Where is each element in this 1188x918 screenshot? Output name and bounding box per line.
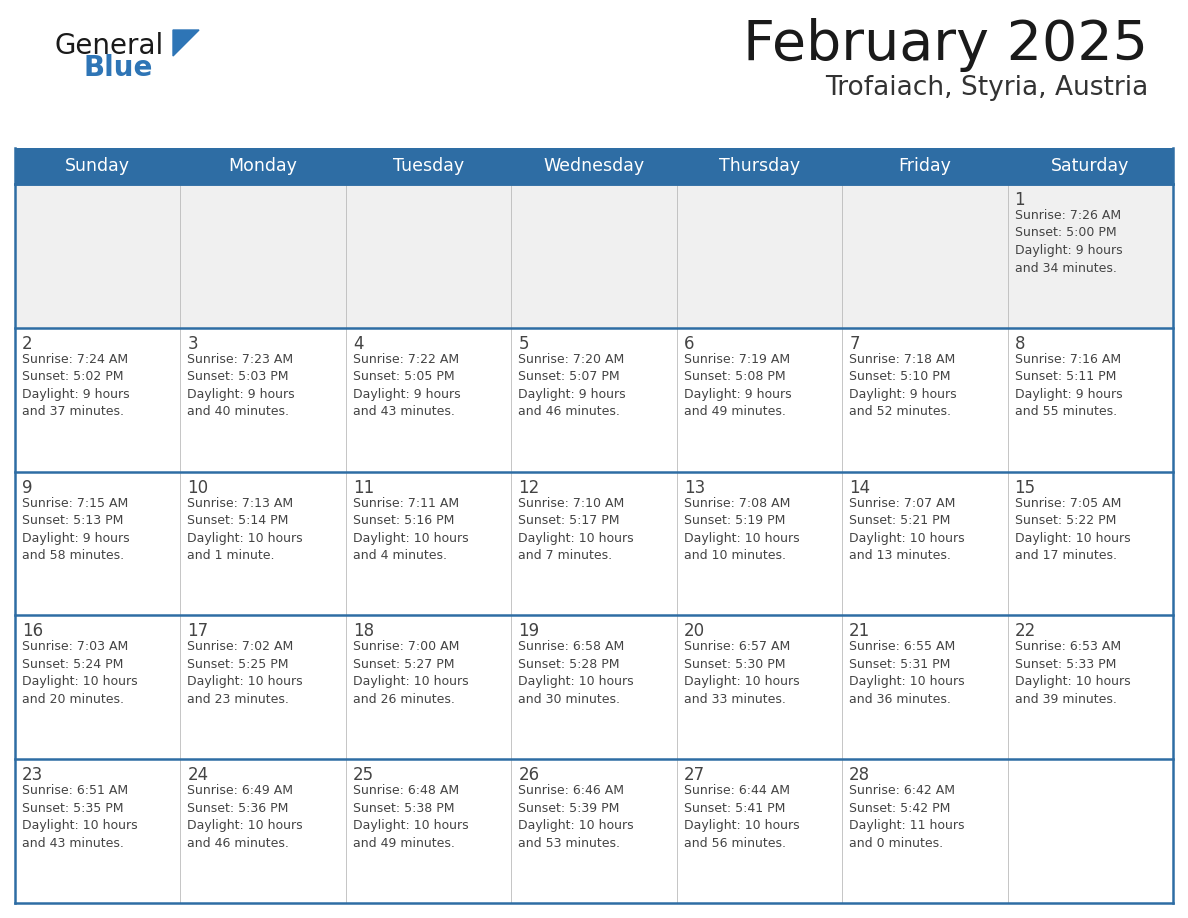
- Text: Sunrise: 6:58 AM
Sunset: 5:28 PM
Daylight: 10 hours
and 30 minutes.: Sunrise: 6:58 AM Sunset: 5:28 PM Dayligh…: [518, 641, 634, 706]
- Text: 24: 24: [188, 767, 209, 784]
- Text: 9: 9: [23, 478, 32, 497]
- Text: 25: 25: [353, 767, 374, 784]
- Text: 2: 2: [23, 335, 32, 353]
- Bar: [15, 184, 1173, 328]
- Text: Sunrise: 6:51 AM
Sunset: 5:35 PM
Daylight: 10 hours
and 43 minutes.: Sunrise: 6:51 AM Sunset: 5:35 PM Dayligh…: [23, 784, 138, 850]
- Text: 21: 21: [849, 622, 871, 641]
- Text: Sunrise: 7:15 AM
Sunset: 5:13 PM
Daylight: 9 hours
and 58 minutes.: Sunrise: 7:15 AM Sunset: 5:13 PM Dayligh…: [23, 497, 129, 562]
- Text: Sunrise: 7:20 AM
Sunset: 5:07 PM
Daylight: 9 hours
and 46 minutes.: Sunrise: 7:20 AM Sunset: 5:07 PM Dayligh…: [518, 353, 626, 419]
- Text: 15: 15: [1015, 478, 1036, 497]
- Text: Sunrise: 7:26 AM
Sunset: 5:00 PM
Daylight: 9 hours
and 34 minutes.: Sunrise: 7:26 AM Sunset: 5:00 PM Dayligh…: [1015, 209, 1123, 274]
- Text: Sunrise: 7:08 AM
Sunset: 5:19 PM
Daylight: 10 hours
and 10 minutes.: Sunrise: 7:08 AM Sunset: 5:19 PM Dayligh…: [684, 497, 800, 562]
- Text: 16: 16: [23, 622, 43, 641]
- Text: Sunrise: 6:49 AM
Sunset: 5:36 PM
Daylight: 10 hours
and 46 minutes.: Sunrise: 6:49 AM Sunset: 5:36 PM Dayligh…: [188, 784, 303, 850]
- Text: 22: 22: [1015, 622, 1036, 641]
- Text: Sunrise: 7:11 AM
Sunset: 5:16 PM
Daylight: 10 hours
and 4 minutes.: Sunrise: 7:11 AM Sunset: 5:16 PM Dayligh…: [353, 497, 468, 562]
- Text: Sunrise: 7:05 AM
Sunset: 5:22 PM
Daylight: 10 hours
and 17 minutes.: Sunrise: 7:05 AM Sunset: 5:22 PM Dayligh…: [1015, 497, 1130, 562]
- Polygon shape: [173, 30, 200, 56]
- Text: 14: 14: [849, 478, 871, 497]
- Text: 23: 23: [23, 767, 43, 784]
- Bar: [15, 148, 1173, 184]
- Text: Sunrise: 7:22 AM
Sunset: 5:05 PM
Daylight: 9 hours
and 43 minutes.: Sunrise: 7:22 AM Sunset: 5:05 PM Dayligh…: [353, 353, 461, 419]
- Text: 3: 3: [188, 335, 198, 353]
- Text: 18: 18: [353, 622, 374, 641]
- Text: 6: 6: [684, 335, 694, 353]
- Bar: [15, 759, 1173, 903]
- Text: Sunrise: 6:46 AM
Sunset: 5:39 PM
Daylight: 10 hours
and 53 minutes.: Sunrise: 6:46 AM Sunset: 5:39 PM Dayligh…: [518, 784, 634, 850]
- Text: 28: 28: [849, 767, 871, 784]
- Text: Sunrise: 7:18 AM
Sunset: 5:10 PM
Daylight: 9 hours
and 52 minutes.: Sunrise: 7:18 AM Sunset: 5:10 PM Dayligh…: [849, 353, 956, 419]
- Bar: [15, 328, 1173, 472]
- Text: Tuesday: Tuesday: [393, 157, 465, 175]
- Text: Sunrise: 7:10 AM
Sunset: 5:17 PM
Daylight: 10 hours
and 7 minutes.: Sunrise: 7:10 AM Sunset: 5:17 PM Dayligh…: [518, 497, 634, 562]
- Text: Sunrise: 7:02 AM
Sunset: 5:25 PM
Daylight: 10 hours
and 23 minutes.: Sunrise: 7:02 AM Sunset: 5:25 PM Dayligh…: [188, 641, 303, 706]
- Text: 19: 19: [518, 622, 539, 641]
- Text: 8: 8: [1015, 335, 1025, 353]
- Text: Sunrise: 6:48 AM
Sunset: 5:38 PM
Daylight: 10 hours
and 49 minutes.: Sunrise: 6:48 AM Sunset: 5:38 PM Dayligh…: [353, 784, 468, 850]
- Text: 5: 5: [518, 335, 529, 353]
- Text: Trofaiach, Styria, Austria: Trofaiach, Styria, Austria: [824, 75, 1148, 101]
- Text: Sunrise: 7:16 AM
Sunset: 5:11 PM
Daylight: 9 hours
and 55 minutes.: Sunrise: 7:16 AM Sunset: 5:11 PM Dayligh…: [1015, 353, 1123, 419]
- Text: Sunrise: 6:57 AM
Sunset: 5:30 PM
Daylight: 10 hours
and 33 minutes.: Sunrise: 6:57 AM Sunset: 5:30 PM Dayligh…: [684, 641, 800, 706]
- Text: 12: 12: [518, 478, 539, 497]
- Text: 26: 26: [518, 767, 539, 784]
- Bar: [15, 472, 1173, 615]
- Text: 17: 17: [188, 622, 209, 641]
- Text: Blue: Blue: [83, 54, 152, 82]
- Bar: [15, 615, 1173, 759]
- Text: Sunrise: 7:24 AM
Sunset: 5:02 PM
Daylight: 9 hours
and 37 minutes.: Sunrise: 7:24 AM Sunset: 5:02 PM Dayligh…: [23, 353, 129, 419]
- Text: Thursday: Thursday: [719, 157, 800, 175]
- Text: Sunrise: 6:44 AM
Sunset: 5:41 PM
Daylight: 10 hours
and 56 minutes.: Sunrise: 6:44 AM Sunset: 5:41 PM Dayligh…: [684, 784, 800, 850]
- Text: Monday: Monday: [229, 157, 297, 175]
- Text: 4: 4: [353, 335, 364, 353]
- Text: Friday: Friday: [898, 157, 952, 175]
- Text: Sunrise: 7:07 AM
Sunset: 5:21 PM
Daylight: 10 hours
and 13 minutes.: Sunrise: 7:07 AM Sunset: 5:21 PM Dayligh…: [849, 497, 965, 562]
- Text: 27: 27: [684, 767, 704, 784]
- Text: General: General: [55, 32, 164, 60]
- Text: Sunrise: 7:03 AM
Sunset: 5:24 PM
Daylight: 10 hours
and 20 minutes.: Sunrise: 7:03 AM Sunset: 5:24 PM Dayligh…: [23, 641, 138, 706]
- Text: 13: 13: [684, 478, 704, 497]
- Text: Sunrise: 6:42 AM
Sunset: 5:42 PM
Daylight: 11 hours
and 0 minutes.: Sunrise: 6:42 AM Sunset: 5:42 PM Dayligh…: [849, 784, 965, 850]
- Text: Sunrise: 7:00 AM
Sunset: 5:27 PM
Daylight: 10 hours
and 26 minutes.: Sunrise: 7:00 AM Sunset: 5:27 PM Dayligh…: [353, 641, 468, 706]
- Text: Sunrise: 6:55 AM
Sunset: 5:31 PM
Daylight: 10 hours
and 36 minutes.: Sunrise: 6:55 AM Sunset: 5:31 PM Dayligh…: [849, 641, 965, 706]
- Text: 7: 7: [849, 335, 860, 353]
- Text: Sunday: Sunday: [65, 157, 131, 175]
- Text: February 2025: February 2025: [742, 18, 1148, 72]
- Text: 10: 10: [188, 478, 209, 497]
- Text: Sunrise: 6:53 AM
Sunset: 5:33 PM
Daylight: 10 hours
and 39 minutes.: Sunrise: 6:53 AM Sunset: 5:33 PM Dayligh…: [1015, 641, 1130, 706]
- Text: Sunrise: 7:23 AM
Sunset: 5:03 PM
Daylight: 9 hours
and 40 minutes.: Sunrise: 7:23 AM Sunset: 5:03 PM Dayligh…: [188, 353, 295, 419]
- Text: Sunrise: 7:13 AM
Sunset: 5:14 PM
Daylight: 10 hours
and 1 minute.: Sunrise: 7:13 AM Sunset: 5:14 PM Dayligh…: [188, 497, 303, 562]
- Text: Wednesday: Wednesday: [543, 157, 645, 175]
- Text: 20: 20: [684, 622, 704, 641]
- Text: Saturday: Saturday: [1051, 157, 1130, 175]
- Text: 1: 1: [1015, 191, 1025, 209]
- Text: 11: 11: [353, 478, 374, 497]
- Text: Sunrise: 7:19 AM
Sunset: 5:08 PM
Daylight: 9 hours
and 49 minutes.: Sunrise: 7:19 AM Sunset: 5:08 PM Dayligh…: [684, 353, 791, 419]
